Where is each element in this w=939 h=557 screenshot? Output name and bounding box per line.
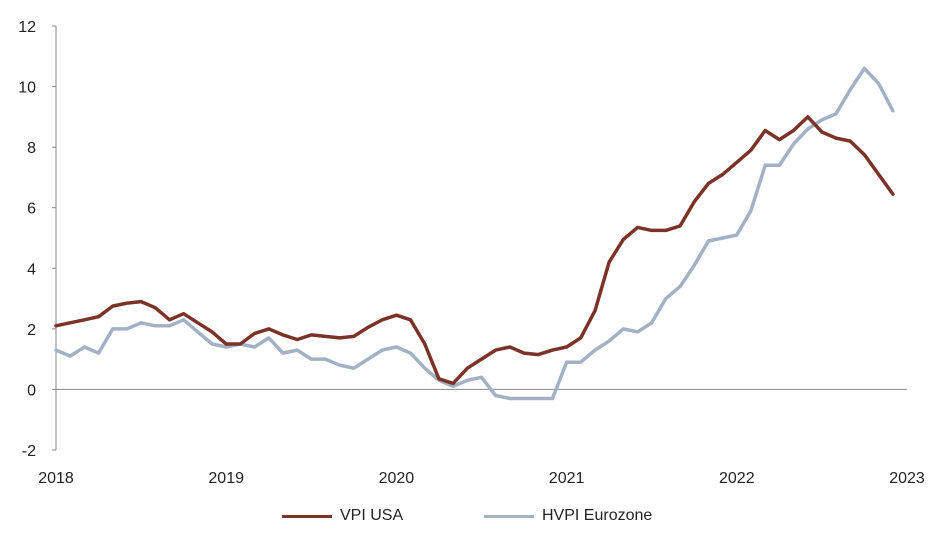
y-tick-label: 4 xyxy=(27,261,36,278)
y-tick-label: 12 xyxy=(18,19,36,36)
y-tick-label: 0 xyxy=(27,382,36,399)
series-layer xyxy=(54,66,895,401)
legend-swatch-vpi-usa xyxy=(282,514,332,518)
series-line-hvpi-eurozone xyxy=(54,66,895,401)
y-axis: -2 0 2 4 6 8 10 12 xyxy=(18,19,57,460)
y-tick-label: 8 xyxy=(27,140,36,157)
y-tick-label: 10 xyxy=(18,80,36,97)
x-tick-label: 2021 xyxy=(549,470,585,487)
x-tick-label: 2022 xyxy=(719,470,755,487)
y-tick-label: 2 xyxy=(27,322,36,339)
x-tick-label: 2023 xyxy=(889,470,925,487)
x-tick-label: 2020 xyxy=(379,470,415,487)
legend: VPI USA HVPI Eurozone xyxy=(0,507,939,531)
x-tick-label: 2018 xyxy=(38,470,74,487)
y-tick-label: 6 xyxy=(27,201,36,218)
y-tick-label: -2 xyxy=(22,443,36,460)
legend-label-hvpi-eurozone: HVPI Eurozone xyxy=(542,507,653,524)
x-axis: 2018 2019 2020 2021 2022 2023 xyxy=(38,388,925,487)
legend-item-hvpi-eurozone: HVPI Eurozone xyxy=(484,507,652,525)
legend-label-vpi-usa: VPI USA xyxy=(340,507,404,524)
legend-swatch-hvpi-eurozone xyxy=(484,514,534,518)
legend-item-vpi-usa: VPI USA xyxy=(282,507,403,525)
x-tick-label: 2019 xyxy=(208,470,244,487)
series-line-vpi-usa xyxy=(54,115,895,386)
